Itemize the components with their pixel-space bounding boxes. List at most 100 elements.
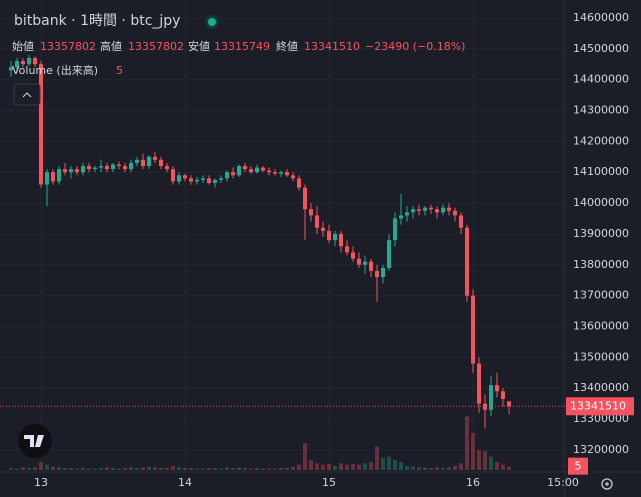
gear[interactable] <box>601 478 613 490</box>
candle-body <box>477 363 482 404</box>
volume-bar <box>260 468 265 470</box>
candle-body <box>483 403 488 410</box>
volume-bar <box>194 468 199 470</box>
candle-body <box>423 207 428 211</box>
collapse-button[interactable] <box>13 83 41 106</box>
candle-body <box>146 156 151 167</box>
volume-bar <box>441 467 446 470</box>
volume-bar <box>122 467 127 470</box>
candle-body <box>489 385 494 410</box>
volume-bar <box>321 464 326 470</box>
candle-body <box>357 258 362 265</box>
volume-bar <box>104 467 109 470</box>
volume-bar <box>254 467 259 470</box>
candle-body <box>212 179 217 184</box>
y-tick-label: 13500000 <box>573 350 629 363</box>
y-tick-label: 14400000 <box>573 73 629 86</box>
y-tick-label: 13900000 <box>573 227 629 240</box>
candle-body <box>387 240 392 268</box>
settings-icon[interactable] <box>601 478 613 490</box>
y-tick-label: 14100000 <box>573 165 629 178</box>
candle-body <box>32 58 37 65</box>
volume-bar <box>285 467 290 470</box>
volume-bar <box>146 466 151 470</box>
volume-bar <box>62 467 67 470</box>
volume-tag <box>568 457 588 475</box>
ohlc-value: 13357802 <box>40 40 96 53</box>
candle-body <box>170 169 175 182</box>
volume-bar <box>110 467 115 470</box>
volume-bar <box>176 467 181 470</box>
volume-bar <box>381 457 386 470</box>
candle-body <box>242 166 247 170</box>
volume-bar <box>447 467 452 470</box>
candle-body <box>98 166 103 168</box>
volume-bar <box>206 467 211 470</box>
symbol-title: bitbank · 1時間 · btc_jpy <box>14 13 180 29</box>
candle-body <box>152 156 157 160</box>
volume-bar <box>158 467 163 470</box>
y-tick-label: 13800000 <box>573 258 629 271</box>
volume-bar <box>32 467 37 470</box>
y-tick-label: 13200000 <box>573 443 629 456</box>
candle-body <box>399 215 404 219</box>
x-tick-label: 13 <box>34 476 48 489</box>
ohlc-label: 高値 <box>100 39 122 53</box>
last-price-label: 13341510 <box>570 399 626 412</box>
volume-bar <box>369 461 374 470</box>
candle-body <box>266 170 271 173</box>
candle-body <box>291 175 296 179</box>
candle-body <box>321 227 326 231</box>
candle-body <box>176 175 181 182</box>
volume-bar <box>74 468 79 470</box>
ohlc-value: 13341510 <box>304 40 360 53</box>
ohlc-value: 13315749 <box>214 40 270 53</box>
candle-body <box>465 227 470 296</box>
volume-bar <box>507 466 512 470</box>
candle-body <box>363 261 368 265</box>
volume-bar <box>309 459 314 470</box>
candle-body <box>50 172 55 182</box>
candle-body <box>471 295 476 364</box>
gear-center <box>605 482 609 486</box>
candle-body <box>68 169 73 173</box>
volume-bar <box>393 459 398 470</box>
x-tick-label: 16 <box>466 476 480 489</box>
candle-body <box>429 207 434 210</box>
volume-bar <box>375 446 380 470</box>
volume-bar <box>399 461 404 470</box>
volume-bar <box>8 467 13 470</box>
candle-body <box>278 172 283 174</box>
logo-bg <box>18 424 52 458</box>
y-tick-label: 13400000 <box>573 381 629 394</box>
volume-bar <box>134 467 139 470</box>
volume-bar <box>266 468 271 470</box>
y-tick-label: 14300000 <box>573 103 629 116</box>
candle-body <box>86 166 91 170</box>
volume-bar <box>92 468 97 470</box>
volume-bar <box>236 467 241 470</box>
candle-body <box>224 172 229 179</box>
candle-body <box>254 167 259 173</box>
volume-bar <box>26 467 31 470</box>
volume-bar <box>291 466 296 470</box>
volume-bar <box>50 466 55 470</box>
candle-body <box>110 164 115 170</box>
volume-bar <box>128 467 133 470</box>
volume-value: 5 <box>116 64 123 77</box>
candle-body <box>381 267 386 278</box>
volume-tag-label: 5 <box>575 460 582 473</box>
y-tick-label: 14600000 <box>573 11 629 24</box>
candle-body <box>501 391 506 400</box>
volume-bar <box>435 467 440 470</box>
candle-body <box>14 61 19 68</box>
volume-bar <box>453 465 458 470</box>
candle-body <box>56 169 61 182</box>
ohlc-label: 終値 <box>276 39 298 53</box>
volume-bar <box>224 467 229 470</box>
candle-body <box>236 166 241 176</box>
volume-bar <box>345 464 350 470</box>
tv-logo <box>18 424 52 458</box>
